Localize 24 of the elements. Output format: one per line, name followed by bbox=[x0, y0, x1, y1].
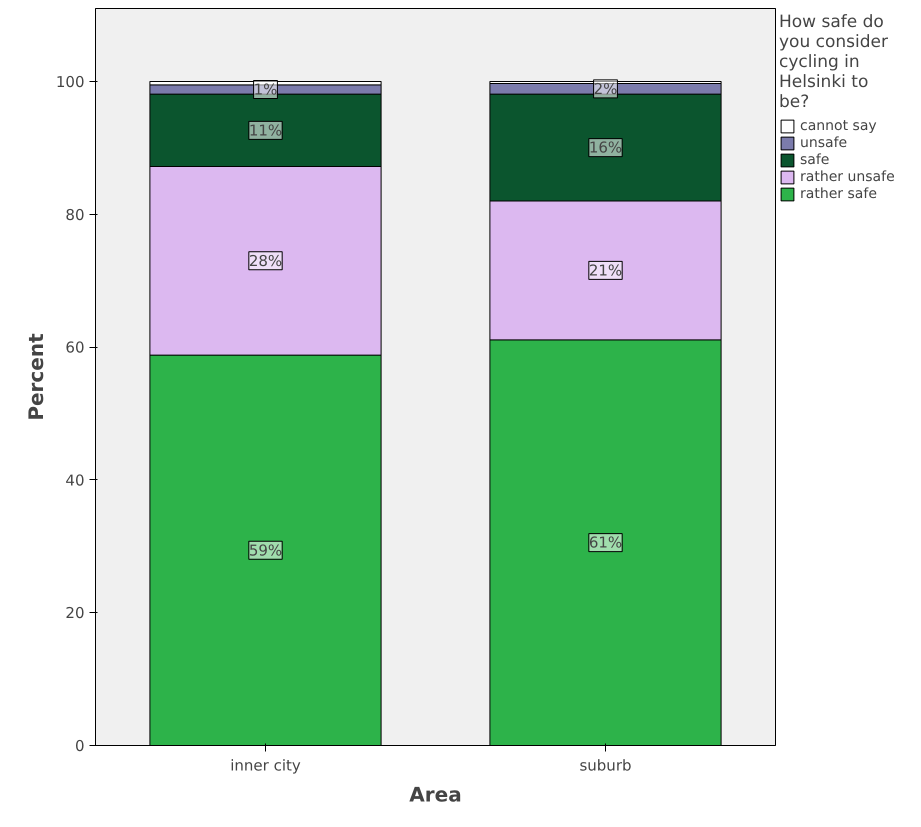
legend-label: safe bbox=[800, 152, 830, 168]
y-tick-label: 40 bbox=[65, 471, 85, 490]
legend-title: How safe do you consider cycling in Helsinki to be? bbox=[779, 12, 889, 112]
legend-label: cannot say bbox=[800, 118, 877, 134]
y-tick-label: 20 bbox=[65, 604, 85, 622]
data-label: 1% bbox=[254, 80, 278, 99]
y-tick-label: 60 bbox=[65, 338, 85, 357]
data-label: 61% bbox=[588, 534, 622, 552]
data-label: 16% bbox=[588, 138, 622, 157]
y-axis-title: Percent bbox=[24, 332, 48, 421]
data-label: 11% bbox=[248, 121, 282, 140]
x-axis-title: Area bbox=[409, 782, 462, 806]
data-label: 21% bbox=[588, 261, 622, 280]
legend-label: rather unsafe bbox=[800, 169, 895, 185]
y-tick-label: 80 bbox=[65, 206, 85, 224]
x-tick-label: inner city bbox=[230, 756, 301, 774]
data-label: 28% bbox=[248, 252, 282, 270]
y-tick-label: 100 bbox=[56, 73, 85, 92]
y-tick-label: 0 bbox=[74, 737, 85, 755]
data-label: 59% bbox=[248, 541, 282, 560]
legend-label: unsafe bbox=[800, 135, 848, 151]
legend-label: rather safe bbox=[800, 186, 877, 202]
x-tick-label: suburb bbox=[579, 756, 632, 774]
data-label: 2% bbox=[594, 80, 618, 98]
